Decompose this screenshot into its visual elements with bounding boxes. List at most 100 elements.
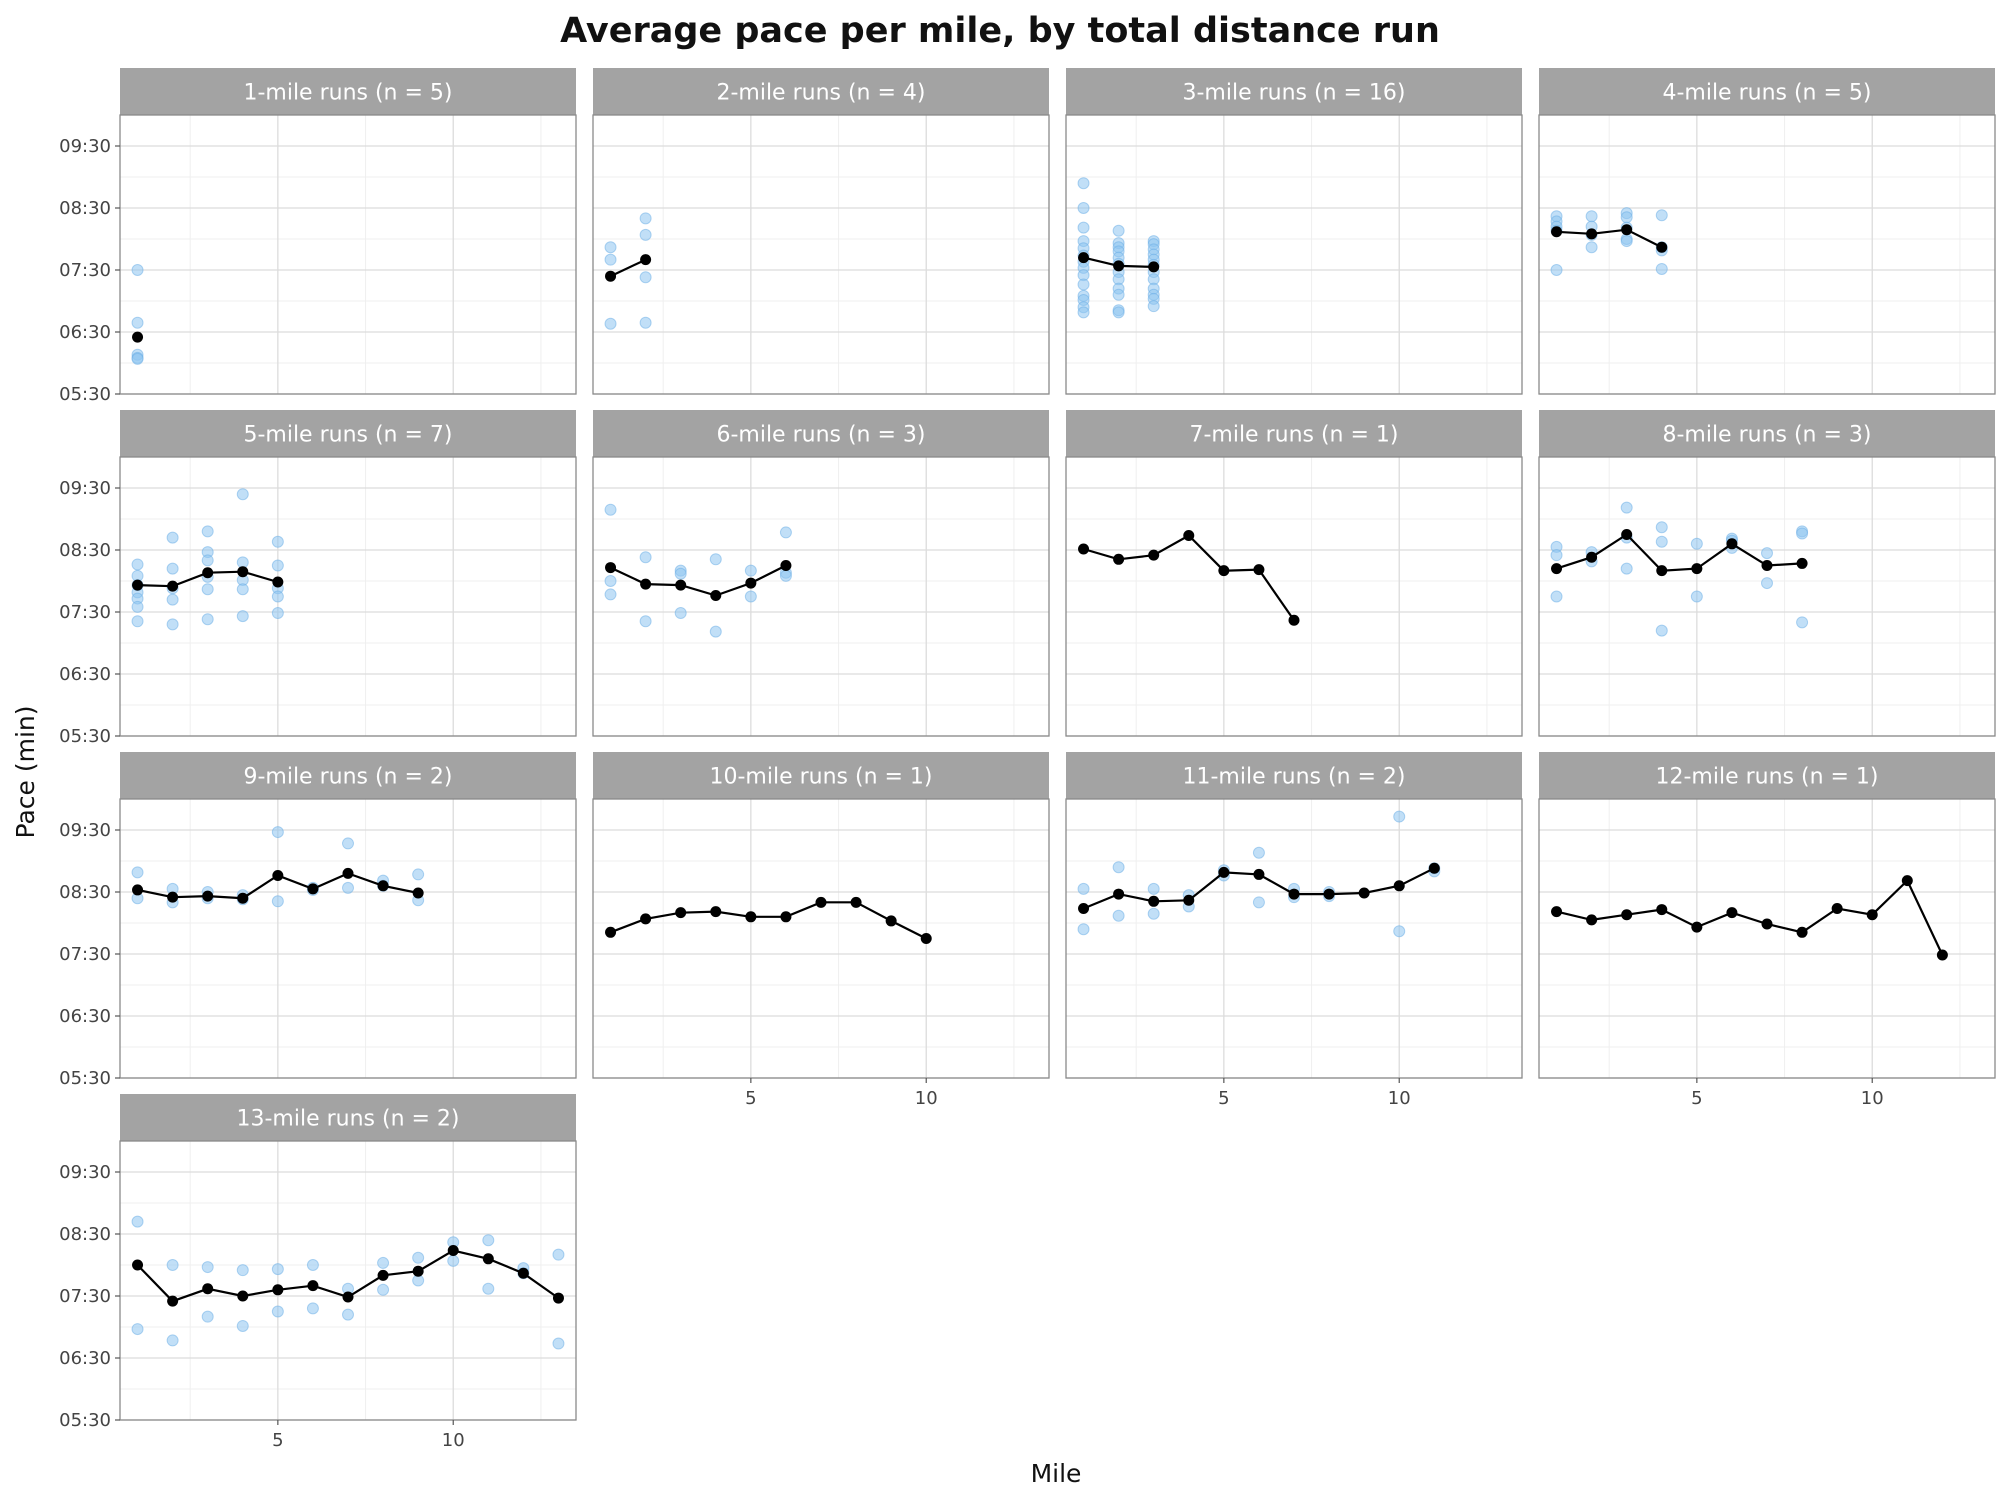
mean-pace-point — [1761, 560, 1773, 571]
individual-point — [639, 615, 652, 628]
individual-point — [166, 1259, 179, 1271]
mean-pace-point — [1586, 914, 1598, 926]
individual-point — [1112, 224, 1125, 237]
panel-border — [1538, 456, 1996, 737]
mean-pace-point — [1323, 888, 1335, 900]
individual-point — [201, 613, 214, 626]
mean-pace-point — [272, 576, 284, 588]
individual-point — [236, 1319, 249, 1332]
individual-point — [1252, 896, 1265, 909]
panel-border — [592, 456, 1050, 737]
y-tick-label: 05:30 — [59, 1410, 111, 1431]
y-tick-label: 05:30 — [59, 726, 111, 747]
facet-strip — [593, 752, 1049, 799]
panel-border — [592, 114, 1050, 395]
facet-panels: 1-mile runs (n = 5) 05:30 06:30 07:30 08:30 0… — [59, 68, 1996, 1451]
mean-pace-point — [605, 270, 617, 282]
individual-point — [709, 625, 722, 638]
mean-pace-point — [237, 892, 249, 904]
individual-point — [271, 895, 284, 908]
x-tick-label: 5 — [1691, 1088, 1702, 1109]
mean-pace-point — [1551, 563, 1563, 575]
individual-point — [1393, 810, 1406, 823]
panel-background — [593, 457, 1049, 736]
mean-pace-point — [710, 589, 722, 601]
individual-point — [639, 551, 652, 564]
y-tick-label: 06:30 — [59, 1348, 111, 1369]
individual-point — [1620, 235, 1633, 248]
chart-title: Average pace per mile, by total distance… — [560, 11, 1440, 51]
individual-point — [552, 1337, 565, 1350]
mean-pace-point — [1078, 543, 1090, 555]
y-tick-label: 06:30 — [59, 322, 111, 343]
individual-point — [377, 1283, 390, 1296]
facet-strip-label: 1-mile runs (n = 5) — [243, 81, 452, 106]
mean-pace-point — [1078, 252, 1090, 264]
individual-point — [604, 575, 617, 587]
individual-point — [1077, 882, 1090, 895]
individual-point — [1147, 882, 1160, 895]
facet-strip-label: 3-mile runs (n = 16) — [1182, 81, 1405, 106]
individual-point — [236, 488, 249, 501]
individual-point — [271, 607, 284, 620]
individual-point — [131, 264, 144, 276]
panel-background — [1539, 457, 1995, 736]
individual-point — [639, 271, 652, 284]
mean-pace-point — [1393, 880, 1405, 892]
individual-point — [1585, 210, 1598, 223]
individual-point — [604, 317, 617, 330]
x-tick-label: 5 — [745, 1088, 756, 1109]
mean-pace-point — [377, 1269, 389, 1281]
facet-panel: 2-mile runs (n = 4) — [592, 68, 1050, 395]
mean-pace-point — [780, 911, 792, 923]
y-tick-label: 07:30 — [59, 260, 111, 281]
facet-strip — [1066, 68, 1522, 115]
individual-point — [166, 562, 179, 575]
mean-pace-point — [517, 1267, 529, 1279]
individual-point — [779, 526, 792, 539]
mean-pace-point — [1726, 538, 1738, 550]
mean-pace-point — [640, 254, 652, 266]
facet-panel: 11-mile runs (n = 2) 5 10 — [1065, 752, 1523, 1109]
mean-pace-point — [815, 896, 827, 908]
panel-border — [1065, 798, 1523, 1079]
individual-point — [131, 1323, 144, 1336]
individual-point — [166, 618, 179, 631]
mean-pace-point — [1691, 921, 1703, 933]
individual-point — [604, 503, 617, 516]
mean-pace-point — [1183, 530, 1195, 542]
mean-pace-point — [132, 1259, 144, 1271]
individual-point — [166, 1334, 179, 1347]
mean-pace-point — [237, 566, 249, 578]
mean-pace-point — [745, 911, 757, 923]
y-tick-label: 05:30 — [59, 1068, 111, 1089]
mean-pace-point — [1218, 565, 1230, 577]
panel-background — [1066, 799, 1522, 1078]
individual-point — [201, 525, 214, 538]
panel-border — [119, 114, 577, 395]
individual-point — [1655, 624, 1668, 637]
individual-point — [166, 531, 179, 544]
individual-point — [1620, 211, 1633, 224]
facet-strip-label: 9-mile runs (n = 2) — [243, 765, 452, 790]
individual-point — [306, 1259, 319, 1271]
mean-pace-point — [1428, 862, 1440, 874]
facet-panel: 3-mile runs (n = 16) — [1065, 68, 1523, 395]
facet-panel: 6-mile runs (n = 3) — [592, 410, 1050, 737]
facet-strip-label: 8-mile runs (n = 3) — [1662, 423, 1871, 448]
individual-point — [271, 535, 284, 548]
facet-panel: 13-mile runs (n = 2) 05:30 06:30 07:30 08:30… — [59, 1094, 577, 1451]
x-tick-label: 5 — [1218, 1088, 1229, 1109]
individual-point — [201, 583, 214, 596]
mean-pace-line — [1556, 878, 1944, 956]
mean-pace-point — [1218, 866, 1230, 878]
y-tick-label: 05:30 — [59, 384, 111, 405]
y-tick-label: 09:30 — [59, 1162, 111, 1183]
individual-point — [604, 588, 617, 601]
mean-pace-point — [1621, 909, 1633, 921]
mean-pace-point — [132, 884, 144, 896]
individual-point — [342, 1308, 354, 1321]
individual-point — [639, 228, 652, 241]
y-tick-label: 07:30 — [59, 944, 111, 965]
